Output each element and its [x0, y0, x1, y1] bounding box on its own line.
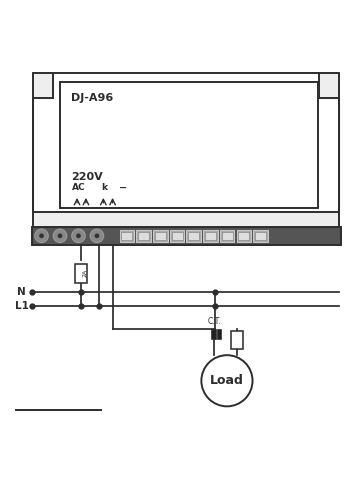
Bar — [75, 264, 87, 283]
Text: DJ-A96: DJ-A96 — [71, 93, 113, 103]
Bar — [188, 232, 199, 240]
Text: N: N — [18, 287, 26, 297]
Bar — [217, 329, 221, 339]
Text: Load: Load — [210, 374, 244, 387]
Text: 2A: 2A — [82, 269, 87, 278]
Bar — [153, 230, 168, 242]
Circle shape — [95, 233, 99, 238]
Bar — [155, 232, 166, 240]
Bar — [136, 230, 151, 242]
Text: −: − — [118, 183, 127, 192]
Bar — [231, 331, 243, 349]
Circle shape — [72, 229, 85, 243]
Circle shape — [58, 233, 62, 238]
Bar — [237, 230, 251, 242]
Text: 220V: 220V — [71, 172, 102, 182]
Bar — [220, 230, 234, 242]
Bar — [170, 230, 184, 242]
Text: C.T.: C.T. — [207, 317, 221, 325]
Bar — [121, 232, 132, 240]
Circle shape — [39, 233, 44, 238]
Text: L1: L1 — [15, 301, 28, 311]
Bar — [120, 230, 134, 242]
Bar — [253, 230, 268, 242]
Bar — [171, 232, 183, 240]
Bar — [211, 329, 216, 339]
Bar — [238, 232, 249, 240]
Circle shape — [53, 229, 67, 243]
Bar — [138, 232, 149, 240]
Text: k: k — [101, 183, 107, 192]
Bar — [32, 227, 340, 244]
Circle shape — [76, 233, 81, 238]
Bar — [222, 232, 233, 240]
Bar — [255, 232, 266, 240]
Circle shape — [202, 355, 252, 407]
Bar — [187, 230, 201, 242]
Bar — [60, 82, 318, 208]
Text: AC: AC — [72, 183, 86, 192]
Bar — [205, 232, 216, 240]
Circle shape — [90, 229, 104, 243]
Polygon shape — [33, 74, 339, 237]
Circle shape — [35, 229, 48, 243]
Bar — [203, 230, 218, 242]
